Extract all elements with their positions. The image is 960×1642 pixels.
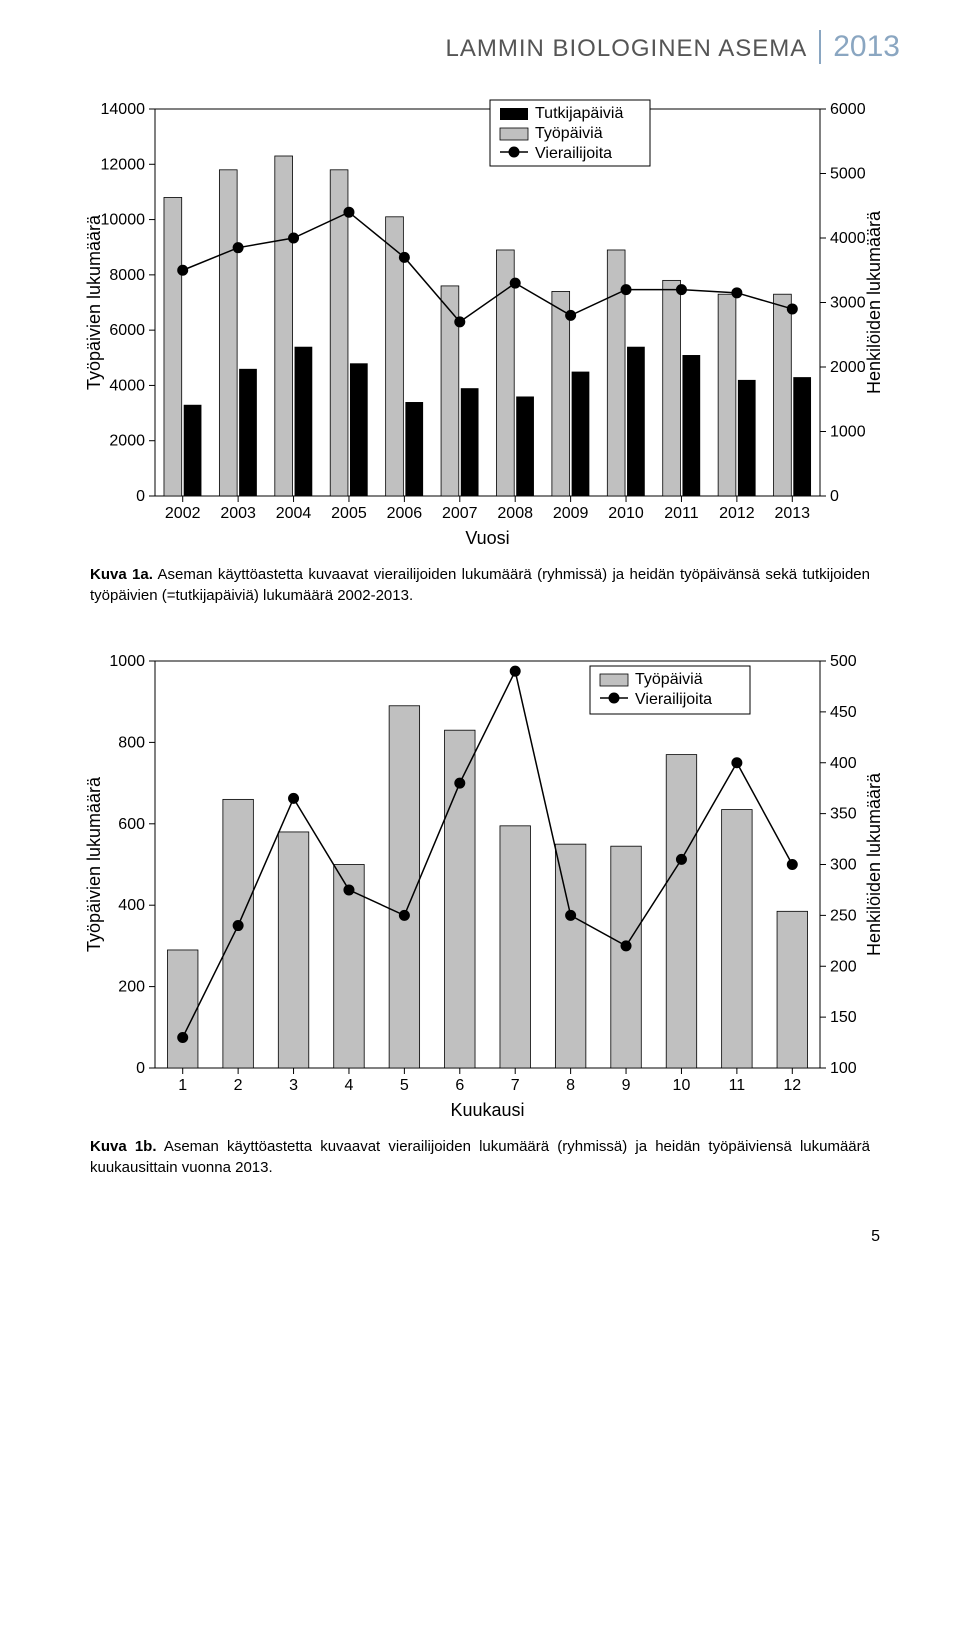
svg-text:2013: 2013	[774, 505, 810, 522]
svg-text:Henkilöiden lukumäärä: Henkilöiden lukumäärä	[864, 210, 884, 394]
svg-text:11: 11	[729, 1077, 746, 1094]
caption-2-bold: Kuva 1b.	[90, 1138, 157, 1155]
svg-text:0: 0	[136, 488, 145, 505]
svg-text:12: 12	[783, 1077, 801, 1094]
svg-text:3: 3	[289, 1077, 298, 1094]
svg-text:9: 9	[622, 1077, 631, 1094]
svg-text:2000: 2000	[109, 433, 145, 450]
svg-text:1: 1	[178, 1077, 187, 1094]
svg-text:2004: 2004	[276, 505, 312, 522]
svg-text:150: 150	[830, 1009, 857, 1026]
svg-text:8: 8	[566, 1077, 575, 1094]
svg-text:2009: 2009	[553, 505, 589, 522]
svg-text:Työpäiviä: Työpäiviä	[535, 125, 603, 142]
chart-1-caption: Kuva 1a. Aseman käyttöastetta kuvaavat v…	[90, 564, 870, 606]
svg-text:Työpäivien lukumäärä: Työpäivien lukumäärä	[84, 776, 104, 952]
svg-text:Tutkijapäiviä: Tutkijapäiviä	[535, 105, 623, 122]
svg-text:8000: 8000	[109, 267, 145, 284]
svg-text:500: 500	[830, 653, 857, 670]
svg-text:Henkilöiden lukumäärä: Henkilöiden lukumäärä	[864, 772, 884, 956]
caption-2-text: Aseman käyttöastetta kuvaavat vierailijo…	[90, 1138, 870, 1176]
svg-text:200: 200	[118, 979, 145, 996]
caption-1-bold: Kuva 1a.	[90, 566, 153, 583]
svg-text:4000: 4000	[109, 377, 145, 394]
svg-text:450: 450	[830, 704, 857, 721]
svg-text:6000: 6000	[830, 101, 866, 118]
svg-text:2003: 2003	[220, 505, 256, 522]
svg-text:200: 200	[830, 958, 857, 975]
svg-text:Vuosi: Vuosi	[465, 528, 509, 548]
svg-text:6: 6	[455, 1077, 464, 1094]
svg-text:600: 600	[118, 816, 145, 833]
page-number: 5	[60, 1228, 880, 1246]
svg-text:0: 0	[830, 488, 839, 505]
svg-text:400: 400	[830, 755, 857, 772]
svg-text:12000: 12000	[101, 156, 146, 173]
svg-text:800: 800	[118, 734, 145, 751]
page-container: LAMMIN BIOLOGINEN ASEMA 2013 02000400060…	[0, 0, 960, 1286]
svg-text:4000: 4000	[830, 230, 866, 247]
svg-text:2008: 2008	[497, 505, 533, 522]
svg-text:2010: 2010	[608, 505, 644, 522]
svg-text:Vierailijoita: Vierailijoita	[535, 145, 612, 162]
svg-text:Vierailijoita: Vierailijoita	[635, 691, 712, 708]
svg-text:Työpäivien lukumäärä: Työpäivien lukumäärä	[84, 214, 104, 390]
svg-text:300: 300	[830, 857, 857, 874]
svg-text:2002: 2002	[165, 505, 201, 522]
svg-text:Työpäiviä: Työpäiviä	[635, 671, 703, 688]
svg-text:10000: 10000	[101, 212, 146, 229]
svg-text:3000: 3000	[830, 295, 866, 312]
svg-text:2005: 2005	[331, 505, 367, 522]
svg-text:7: 7	[511, 1077, 520, 1094]
svg-text:350: 350	[830, 806, 857, 823]
svg-text:Kuukausi: Kuukausi	[450, 1100, 524, 1120]
svg-text:2011: 2011	[664, 505, 699, 522]
svg-text:2: 2	[234, 1077, 243, 1094]
svg-text:10: 10	[673, 1077, 691, 1094]
svg-text:6000: 6000	[109, 322, 145, 339]
chart-2: 0200400600800100010015020025030035040045…	[60, 646, 900, 1126]
chart-1-block: 0 2000 4000 6000 8000 10000 12000 14000 0 1000 200…	[60, 94, 900, 606]
svg-text:2000: 2000	[830, 359, 866, 376]
caption-1-text: Aseman käyttöastetta kuvaavat vierailijo…	[90, 566, 870, 604]
svg-text:4: 4	[345, 1077, 354, 1094]
svg-text:0: 0	[136, 1060, 145, 1077]
svg-text:250: 250	[830, 907, 857, 924]
svg-text:2012: 2012	[719, 505, 755, 522]
page-header: LAMMIN BIOLOGINEN ASEMA 2013	[60, 30, 900, 64]
svg-text:100: 100	[830, 1060, 857, 1077]
chart-1: 0 2000 4000 6000 8000 10000 12000 14000 0 1000 200…	[60, 94, 900, 554]
svg-text:14000: 14000	[101, 101, 146, 118]
svg-text:1000: 1000	[830, 424, 866, 441]
header-year: 2013	[819, 30, 900, 64]
svg-text:400: 400	[118, 897, 145, 914]
chart-2-caption: Kuva 1b. Aseman käyttöastetta kuvaavat v…	[90, 1136, 870, 1178]
svg-text:5000: 5000	[830, 166, 866, 183]
header-title: LAMMIN BIOLOGINEN ASEMA	[446, 35, 808, 63]
chart-2-block: 0200400600800100010015020025030035040045…	[60, 646, 900, 1178]
svg-text:1000: 1000	[109, 653, 145, 670]
svg-text:2006: 2006	[387, 505, 423, 522]
svg-text:5: 5	[400, 1077, 409, 1094]
svg-text:2007: 2007	[442, 505, 478, 522]
